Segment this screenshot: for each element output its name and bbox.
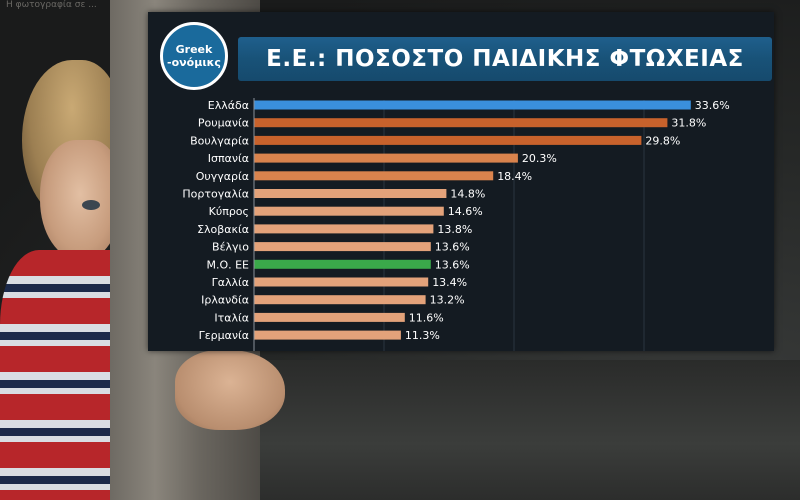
bar bbox=[254, 312, 405, 322]
category-label: Μ.Ο. ΕΕ bbox=[206, 258, 249, 271]
child-striped-shirt bbox=[0, 250, 130, 500]
value-label: 13.8% bbox=[437, 223, 472, 236]
bar bbox=[254, 189, 447, 198]
category-label: Γερμανία bbox=[199, 329, 249, 342]
chart-card: Greek -ονόμικς Ε.Ε.: ΠΟΣΟΣΤΟ ΠΑΙΔΙΚΗΣ ΦΤ… bbox=[148, 12, 774, 351]
value-label: 14.8% bbox=[450, 188, 485, 201]
bar bbox=[254, 330, 401, 340]
category-label: Πορτογαλία bbox=[182, 188, 249, 201]
bar-chart: Ελλάδα 33.6% Ρουμανία 31.8% Βουλγαρία 29.8% Ισ… bbox=[182, 98, 730, 351]
logo-line2: -ονόμικς bbox=[167, 56, 221, 69]
child-face bbox=[40, 140, 120, 260]
photo-watermark: Η φωτογραφία σε ... bbox=[6, 0, 97, 10]
category-label: Γαλλία bbox=[212, 276, 249, 289]
chart-title-bar: Ε.Ε.: ΠΟΣΟΣΤΟ ΠΑΙΔΙΚΗΣ ΦΤΩΧΕΙΑΣ bbox=[238, 37, 772, 81]
child-eye bbox=[82, 200, 100, 210]
value-label: 33.6% bbox=[695, 99, 730, 112]
value-label: 13.6% bbox=[435, 241, 470, 254]
bar bbox=[254, 295, 426, 305]
child-hand bbox=[175, 350, 285, 430]
value-label: 31.8% bbox=[671, 117, 706, 130]
bar bbox=[254, 118, 668, 128]
value-label: 13.6% bbox=[435, 258, 470, 271]
value-label: 18.4% bbox=[497, 170, 532, 183]
background-ground bbox=[250, 360, 800, 500]
category-label: Ισπανία bbox=[208, 152, 249, 165]
bar bbox=[254, 242, 431, 252]
category-label: Κύπρος bbox=[209, 205, 249, 218]
bar bbox=[254, 224, 434, 234]
logo-line1: Greek bbox=[175, 43, 213, 56]
bar bbox=[254, 277, 429, 287]
bar bbox=[254, 100, 691, 110]
value-label: 13.4% bbox=[432, 276, 467, 289]
category-label: Ιρλανδία bbox=[201, 294, 249, 307]
category-label: Ελλάδα bbox=[208, 99, 249, 112]
value-label: 11.6% bbox=[409, 311, 444, 324]
bar bbox=[254, 135, 642, 145]
bar bbox=[254, 153, 518, 163]
value-label: 13.2% bbox=[430, 294, 465, 307]
value-label: 11.3% bbox=[405, 329, 440, 342]
category-label: Σλοβακία bbox=[197, 223, 249, 236]
category-label: Ρουμανία bbox=[198, 117, 249, 130]
bar bbox=[254, 171, 494, 181]
category-label: Ουγγαρία bbox=[196, 170, 249, 183]
value-label: 14.6% bbox=[448, 205, 483, 218]
chart-title: Ε.Ε.: ΠΟΣΟΣΤΟ ΠΑΙΔΙΚΗΣ ΦΤΩΧΕΙΑΣ bbox=[266, 46, 744, 72]
greekonomics-logo: Greek -ονόμικς bbox=[160, 22, 228, 90]
bar bbox=[254, 206, 444, 216]
category-label: Ιταλία bbox=[214, 311, 249, 324]
bar bbox=[254, 259, 431, 269]
category-label: Βέλγιο bbox=[212, 241, 249, 254]
value-label: 20.3% bbox=[522, 152, 557, 165]
category-label: Βουλγαρία bbox=[190, 134, 249, 147]
value-label: 29.8% bbox=[645, 134, 680, 147]
